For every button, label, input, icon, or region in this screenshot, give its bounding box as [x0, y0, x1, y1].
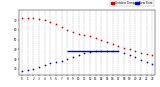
Point [38, 19, 40, 20]
Point [111, 43, 114, 44]
Point [21, 70, 23, 72]
Point [123, 53, 125, 54]
Point [94, 51, 97, 52]
Point [140, 53, 142, 54]
Point [66, 29, 69, 31]
Point [49, 62, 52, 64]
Point [134, 51, 137, 52]
Point [106, 41, 108, 42]
Point [32, 18, 35, 19]
Point [117, 45, 120, 46]
Point [123, 47, 125, 48]
Point [117, 51, 120, 52]
Point [89, 52, 91, 53]
Point [26, 18, 29, 19]
Point [77, 55, 80, 56]
Point [49, 21, 52, 23]
Point [72, 31, 74, 33]
Point [26, 69, 29, 71]
Point [55, 23, 57, 25]
Legend: Outdoor Temp, Dew Point: Outdoor Temp, Dew Point [110, 0, 154, 6]
Point [145, 61, 148, 63]
Point [128, 49, 131, 50]
Point [77, 33, 80, 35]
Point [72, 57, 74, 58]
Point [111, 51, 114, 52]
Point [100, 51, 103, 52]
Point [106, 51, 108, 52]
Point [43, 19, 46, 21]
Point [83, 34, 86, 35]
Point [151, 55, 154, 56]
Point [100, 39, 103, 40]
Point [134, 57, 137, 58]
Point [60, 26, 63, 28]
Point [128, 55, 131, 56]
Point [94, 37, 97, 38]
Point [83, 53, 86, 54]
Point [66, 59, 69, 60]
Point [145, 54, 148, 55]
Point [55, 61, 57, 63]
Point [32, 68, 35, 70]
Point [38, 66, 40, 68]
Point [151, 63, 154, 65]
Point [60, 60, 63, 62]
Point [140, 60, 142, 61]
Point [21, 18, 23, 19]
Point [89, 35, 91, 37]
Point [43, 64, 46, 66]
